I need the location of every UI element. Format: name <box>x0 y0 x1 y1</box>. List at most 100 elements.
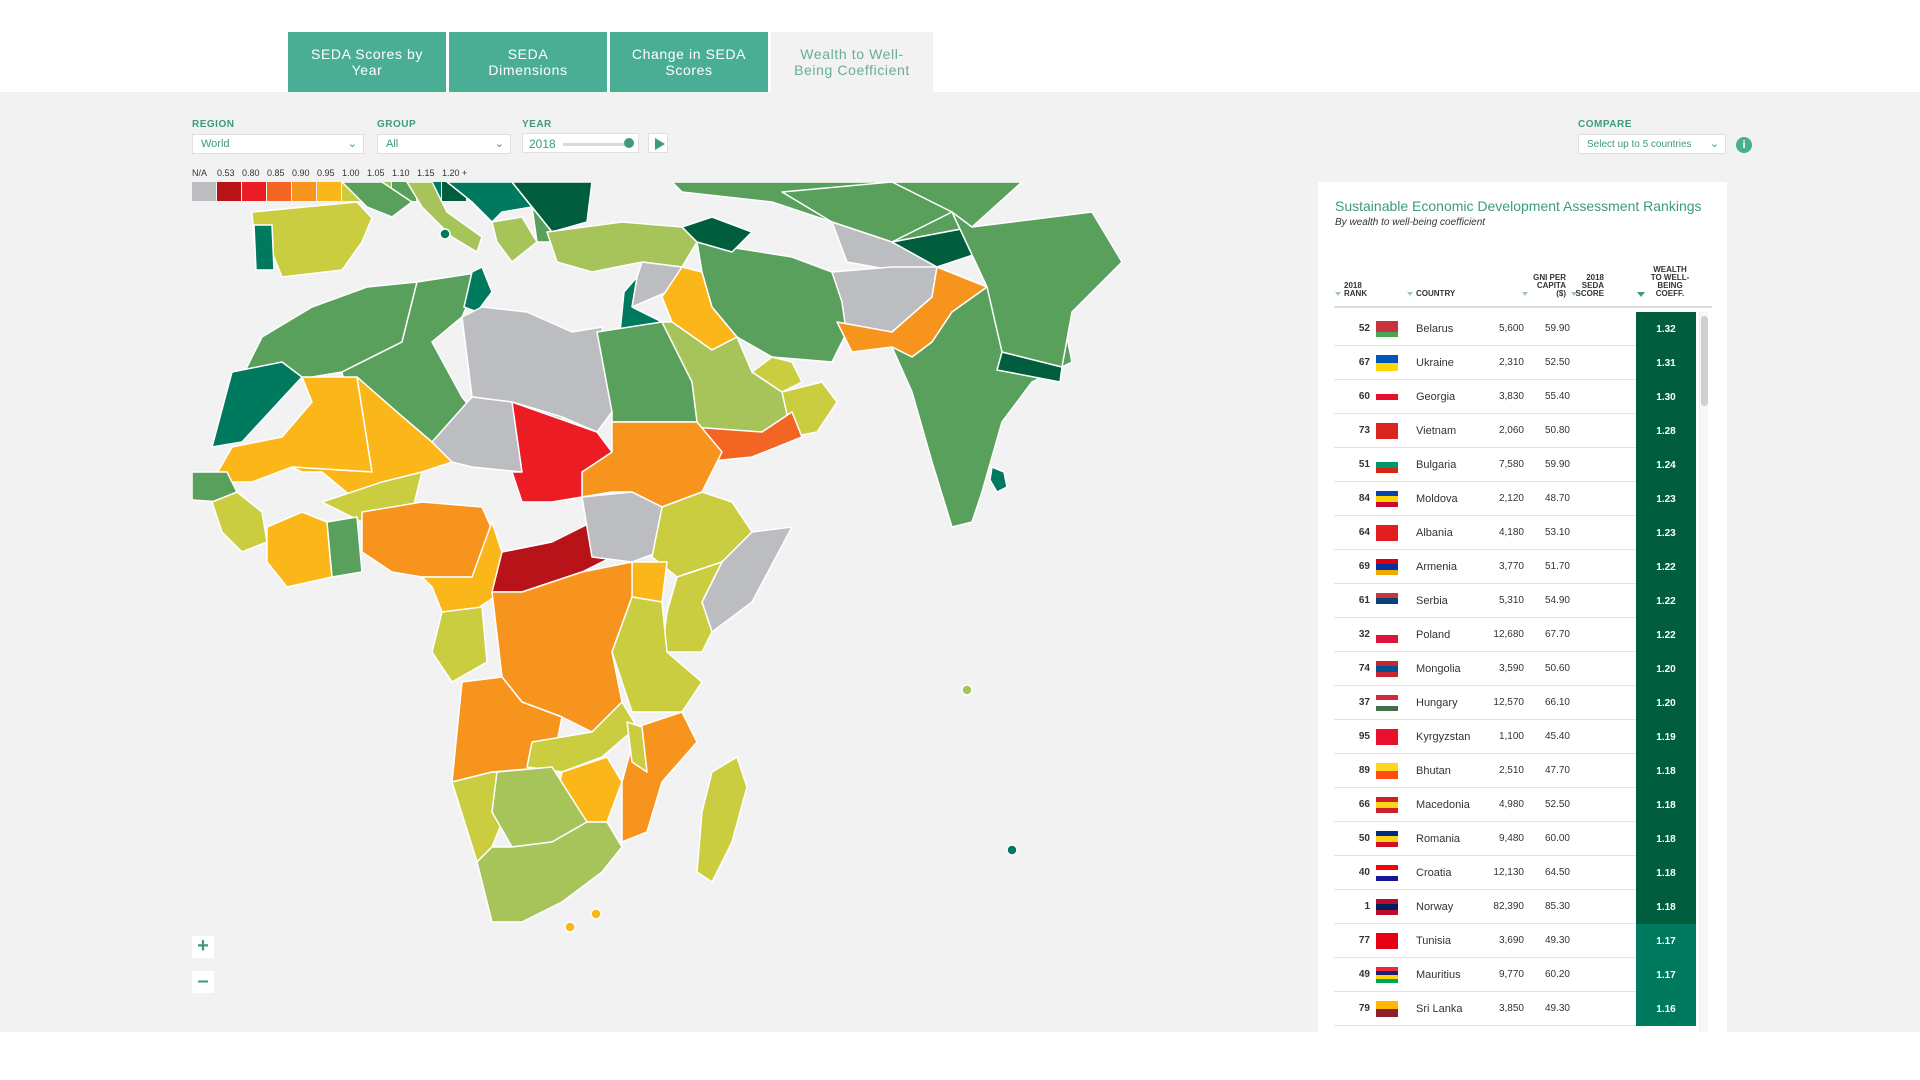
ranking-row[interactable] <box>1334 1026 1696 1032</box>
island-marker[interactable] <box>1006 844 1018 856</box>
ranking-row[interactable]: 84 Moldova 2,120 48.70 1.23 <box>1334 482 1696 516</box>
row-country[interactable]: Vietnam <box>1416 425 1457 437</box>
sort-coef-icon[interactable] <box>1637 292 1645 297</box>
year-slider-handle[interactable] <box>624 138 634 148</box>
info-icon[interactable]: i <box>1736 137 1752 153</box>
play-button[interactable] <box>648 133 668 153</box>
row-country[interactable]: Macedonia <box>1416 799 1470 811</box>
row-country[interactable]: Moldova <box>1416 493 1458 505</box>
country-region-turkey[interactable] <box>546 221 698 273</box>
tab-seda-scores-by-year[interactable]: SEDA Scores by Year <box>288 32 446 92</box>
header-country[interactable]: COUNTRY <box>1416 289 1456 298</box>
year-slider[interactable]: 2018 <box>522 133 639 153</box>
compare-select[interactable]: Select up to 5 countries ⌄ <box>1578 134 1726 154</box>
island-marker[interactable] <box>590 908 602 920</box>
country-region-south_africa[interactable] <box>476 821 623 923</box>
row-country[interactable]: Mongolia <box>1416 663 1461 675</box>
ranking-row[interactable]: 95 Kyrgyzstan 1,100 45.40 1.19 <box>1334 720 1696 754</box>
row-country[interactable]: Bulgaria <box>1416 459 1457 471</box>
sort-gni-icon[interactable] <box>1522 292 1528 296</box>
ranking-row[interactable]: 1 Norway 82,390 85.30 1.18 <box>1334 890 1696 924</box>
island-marker[interactable] <box>439 228 451 240</box>
row-country[interactable]: Mauritius <box>1416 969 1461 981</box>
tab-change-in-seda-scores[interactable]: Change in SEDA Scores <box>610 32 768 92</box>
ranking-row[interactable]: 52 Belarus 5,600 59.90 1.32 <box>1334 312 1696 346</box>
country-region-syria[interactable] <box>631 261 683 308</box>
group-select[interactable]: All ⌄ <box>377 134 511 154</box>
ranking-row[interactable]: 61 Serbia 5,310 54.90 1.22 <box>1334 584 1696 618</box>
row-country[interactable]: Serbia <box>1416 595 1448 607</box>
country-region-togo_benin[interactable] <box>326 516 363 578</box>
sort-seda-icon[interactable] <box>1571 292 1577 296</box>
row-country[interactable]: Armenia <box>1416 561 1457 573</box>
ranking-row[interactable]: 60 Georgia 3,830 55.40 1.30 <box>1334 380 1696 414</box>
region-select[interactable]: World ⌄ <box>192 134 364 154</box>
country-region-caucasus[interactable] <box>681 216 753 253</box>
map-svg[interactable] <box>192 182 1317 1032</box>
row-country[interactable]: Tunisia <box>1416 935 1452 947</box>
row-country[interactable]: Belarus <box>1416 323 1454 335</box>
ranking-row[interactable]: 73 Vietnam 2,060 50.80 1.28 <box>1334 414 1696 448</box>
country-region-italy[interactable] <box>406 182 483 253</box>
header-coefficient[interactable]: WEALTH TO WELL-BEING COEFF. <box>1650 265 1690 298</box>
country-region-egypt[interactable] <box>596 321 698 423</box>
rankings-scrollbar[interactable] <box>1699 312 1708 1032</box>
country-region-w_sahara[interactable] <box>211 361 303 448</box>
ranking-row[interactable]: 51 Bulgaria 7,580 59.90 1.24 <box>1334 448 1696 482</box>
row-country[interactable]: Poland <box>1416 629 1451 641</box>
country-region-kazakh[interactable] <box>781 182 953 243</box>
ranking-row[interactable]: 77 Tunisia 3,690 49.30 1.17 <box>1334 924 1696 958</box>
ranking-row[interactable]: 64 Albania 4,180 53.10 1.23 <box>1334 516 1696 550</box>
row-country[interactable]: Ukraine <box>1416 357 1454 369</box>
country-region-france[interactable] <box>341 182 413 218</box>
header-rank[interactable]: 2018 RANK <box>1344 281 1368 298</box>
country-region-tunisia[interactable] <box>463 266 493 313</box>
country-region-portugal[interactable] <box>253 224 275 271</box>
world-map[interactable] <box>192 182 1317 1032</box>
tab-seda-dimensions[interactable]: SEDA Dimensions <box>449 32 607 92</box>
country-region-balkans[interactable] <box>446 182 533 223</box>
island-marker[interactable] <box>564 921 576 933</box>
ranking-row[interactable]: 66 Macedonia 4,980 52.50 1.18 <box>1334 788 1696 822</box>
country-region-madagascar[interactable] <box>696 756 748 883</box>
ranking-row[interactable]: 67 Ukraine 2,310 52.50 1.31 <box>1334 346 1696 380</box>
island-marker[interactable] <box>961 684 973 696</box>
ranking-row[interactable]: 89 Bhutan 2,510 47.70 1.18 <box>1334 754 1696 788</box>
year-slider-track[interactable] <box>563 143 628 146</box>
row-country[interactable]: Hungary <box>1416 697 1458 709</box>
country-region-malawi[interactable] <box>626 721 648 773</box>
row-country[interactable]: Croatia <box>1416 867 1452 879</box>
country-region-gabon_congo[interactable] <box>431 606 488 683</box>
country-region-gulf_states[interactable] <box>751 356 803 393</box>
country-region-kenya[interactable] <box>661 561 723 653</box>
row-country[interactable]: Kyrgyzstan <box>1416 731 1471 743</box>
ranking-row[interactable]: 69 Armenia 3,770 51.70 1.22 <box>1334 550 1696 584</box>
ranking-row[interactable]: 49 Mauritius 9,770 60.20 1.17 <box>1334 958 1696 992</box>
row-country[interactable]: Romania <box>1416 833 1461 845</box>
header-gni[interactable]: GNI PER CAPITA ($) <box>1533 273 1566 298</box>
ranking-row[interactable]: 74 Mongolia 3,590 50.60 1.20 <box>1334 652 1696 686</box>
country-region-greece[interactable] <box>491 216 538 263</box>
country-region-iran[interactable] <box>696 241 853 363</box>
row-country[interactable]: Albania <box>1416 527 1453 539</box>
country-region-chad[interactable] <box>511 401 613 503</box>
sort-country-icon[interactable] <box>1407 292 1413 296</box>
country-region-ghana_ivory[interactable] <box>266 511 333 588</box>
zoom-out-button[interactable]: – <box>192 971 214 993</box>
sort-rank-icon[interactable] <box>1335 292 1341 296</box>
header-seda[interactable]: 2018 SEDA SCORE <box>1575 273 1604 298</box>
ranking-row[interactable]: 79 Sri Lanka 3,850 49.30 1.16 <box>1334 992 1696 1026</box>
ranking-row[interactable]: 32 Poland 12,680 67.70 1.22 <box>1334 618 1696 652</box>
scrollbar-thumb[interactable] <box>1701 316 1708 406</box>
tab-wealth-to-well-being-coefficient[interactable]: Wealth to Well-Being Coefficient <box>771 32 933 92</box>
country-region-tanzania[interactable] <box>611 596 703 713</box>
ranking-row[interactable]: 50 Romania 9,480 60.00 1.18 <box>1334 822 1696 856</box>
ranking-row[interactable]: 37 Hungary 12,570 66.10 1.20 <box>1334 686 1696 720</box>
row-country[interactable]: Bhutan <box>1416 765 1451 777</box>
row-country[interactable]: Sri Lanka <box>1416 1003 1463 1015</box>
country-region-sri_lanka[interactable] <box>989 466 1008 493</box>
country-region-guinea_region[interactable] <box>211 491 268 553</box>
zoom-in-button[interactable]: + <box>192 936 214 958</box>
row-country[interactable]: Georgia <box>1416 391 1456 403</box>
country-region-uganda[interactable] <box>631 561 668 603</box>
